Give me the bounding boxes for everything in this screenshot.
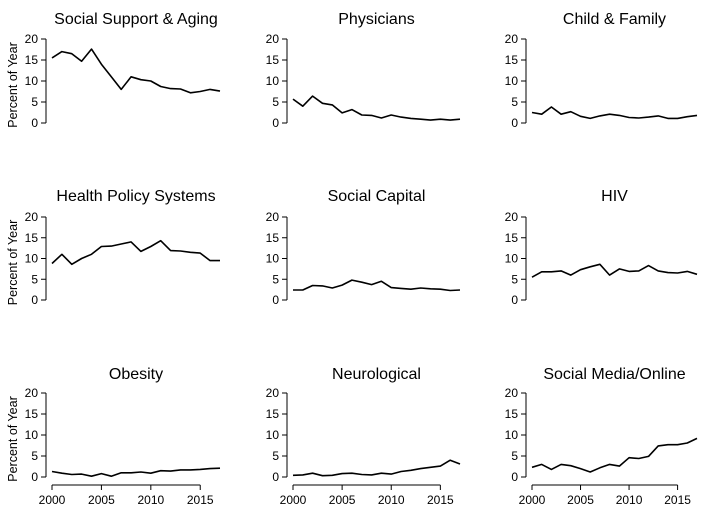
- series-line: [292, 95, 461, 121]
- series-line: [51, 48, 221, 94]
- panel-title: Health Policy Systems: [56, 188, 215, 205]
- y-tick-label: 0: [511, 116, 518, 130]
- y-tick-label: 20: [25, 386, 39, 400]
- y-tick-label: 20: [266, 32, 280, 46]
- panel-health-policy-systems: Health Policy Systems 0 5 10 15 20 Percent of …: [6, 188, 220, 307]
- y-tick-label: 20: [505, 210, 519, 224]
- y-tick-label: 15: [266, 407, 280, 421]
- panel-title: Social Media/Online: [543, 366, 685, 383]
- x-tick-label: 2015: [187, 493, 214, 507]
- x-tick-label: 2015: [427, 493, 454, 507]
- y-tick-label: 10: [266, 74, 280, 88]
- panel-physicians: Physicians 0 5 10 15 20: [266, 11, 461, 130]
- y-tick-label: 10: [25, 74, 39, 88]
- y-tick-label: 15: [505, 407, 519, 421]
- series-line: [51, 239, 220, 266]
- panel-title: HIV: [601, 188, 628, 205]
- series-line: [531, 263, 698, 278]
- y-tick-label: 10: [266, 428, 280, 442]
- y-tick-label: 20: [266, 210, 280, 224]
- panel-hiv: HIV 0 5 10 15 20: [505, 188, 698, 307]
- panel-neurological: Neurological 0 5 10 15 20 2000 2005 2010 2015: [266, 366, 461, 507]
- y-tick-label: 20: [266, 386, 280, 400]
- x-tick-label: 2005: [567, 493, 594, 507]
- y-tick-label: 0: [511, 293, 518, 307]
- y-tick-label: 15: [505, 53, 519, 67]
- panel-social-capital: Social Capital 0 5 10 15 20: [266, 188, 461, 307]
- y-tick-label: 0: [272, 293, 279, 307]
- x-tick-label: 2005: [329, 493, 356, 507]
- x-tick-label: 2010: [616, 493, 643, 507]
- y-tick-label: 10: [505, 428, 519, 442]
- series-line: [51, 467, 221, 478]
- y-tick-label: 5: [511, 449, 518, 463]
- panel-title: Physicians: [338, 11, 414, 28]
- x-tick-label: 2010: [137, 493, 164, 507]
- y-axis-label: Percent of Year: [6, 396, 20, 481]
- y-tick-label: 5: [272, 449, 279, 463]
- y-tick-label: 0: [31, 116, 38, 130]
- y-tick-label: 0: [272, 116, 279, 130]
- y-tick-label: 15: [266, 53, 280, 67]
- panel-social-support-aging: Social Support & Aging 0 5 10 15 20 Percent of…: [6, 11, 221, 130]
- y-tick-label: 5: [272, 272, 279, 286]
- series-line: [531, 437, 698, 473]
- y-tick-label: 15: [25, 407, 39, 421]
- x-tick-label: 2000: [519, 493, 546, 507]
- y-tick-label: 5: [272, 95, 279, 109]
- y-tick-label: 15: [266, 231, 280, 245]
- y-tick-label: 0: [272, 470, 279, 484]
- panel-title: Social Support & Aging: [54, 11, 218, 28]
- y-tick-label: 15: [25, 231, 39, 245]
- y-tick-label: 5: [31, 272, 38, 286]
- y-tick-label: 10: [266, 252, 280, 266]
- y-tick-label: 0: [511, 470, 518, 484]
- x-tick-label: 2015: [664, 493, 691, 507]
- x-tick-label: 2000: [39, 493, 66, 507]
- y-tick-label: 20: [25, 210, 39, 224]
- y-tick-label: 0: [31, 470, 38, 484]
- y-tick-label: 5: [31, 449, 38, 463]
- panel-title: Child & Family: [563, 11, 666, 28]
- y-axis-label: Percent of Year: [6, 42, 20, 127]
- x-tick-label: 2010: [378, 493, 405, 507]
- panel-child-family: Child & Family 0 5 10 15 20: [505, 11, 698, 130]
- y-axis-label: Percent of Year: [6, 220, 20, 305]
- y-tick-label: 5: [31, 95, 38, 109]
- panel-title: Obesity: [109, 366, 163, 383]
- panel-social-media-online: Social Media/Online 0 5 10 15 20 2000 2005 2010 2…: [505, 366, 698, 507]
- series-line: [293, 279, 461, 292]
- panel-title: Neurological: [332, 366, 421, 383]
- x-tick-label: 2005: [88, 493, 115, 507]
- y-tick-label: 5: [511, 272, 518, 286]
- y-tick-label: 15: [25, 53, 39, 67]
- y-tick-label: 10: [25, 428, 39, 442]
- y-tick-label: 15: [505, 231, 519, 245]
- y-tick-label: 20: [505, 386, 519, 400]
- panel-title: Social Capital: [328, 188, 426, 205]
- y-tick-label: 20: [505, 32, 519, 46]
- y-tick-label: 10: [25, 252, 39, 266]
- y-tick-label: 10: [505, 252, 519, 266]
- x-tick-label: 2000: [280, 493, 307, 507]
- series-line: [292, 459, 461, 477]
- y-tick-label: 10: [505, 74, 519, 88]
- panel-obesity: Obesity 0 5 10 15 20 Percent of Year 2000 2005 20…: [6, 366, 221, 507]
- series-line: [531, 106, 698, 120]
- y-tick-label: 5: [511, 95, 518, 109]
- y-tick-label: 0: [31, 293, 38, 307]
- y-tick-label: 20: [25, 32, 39, 46]
